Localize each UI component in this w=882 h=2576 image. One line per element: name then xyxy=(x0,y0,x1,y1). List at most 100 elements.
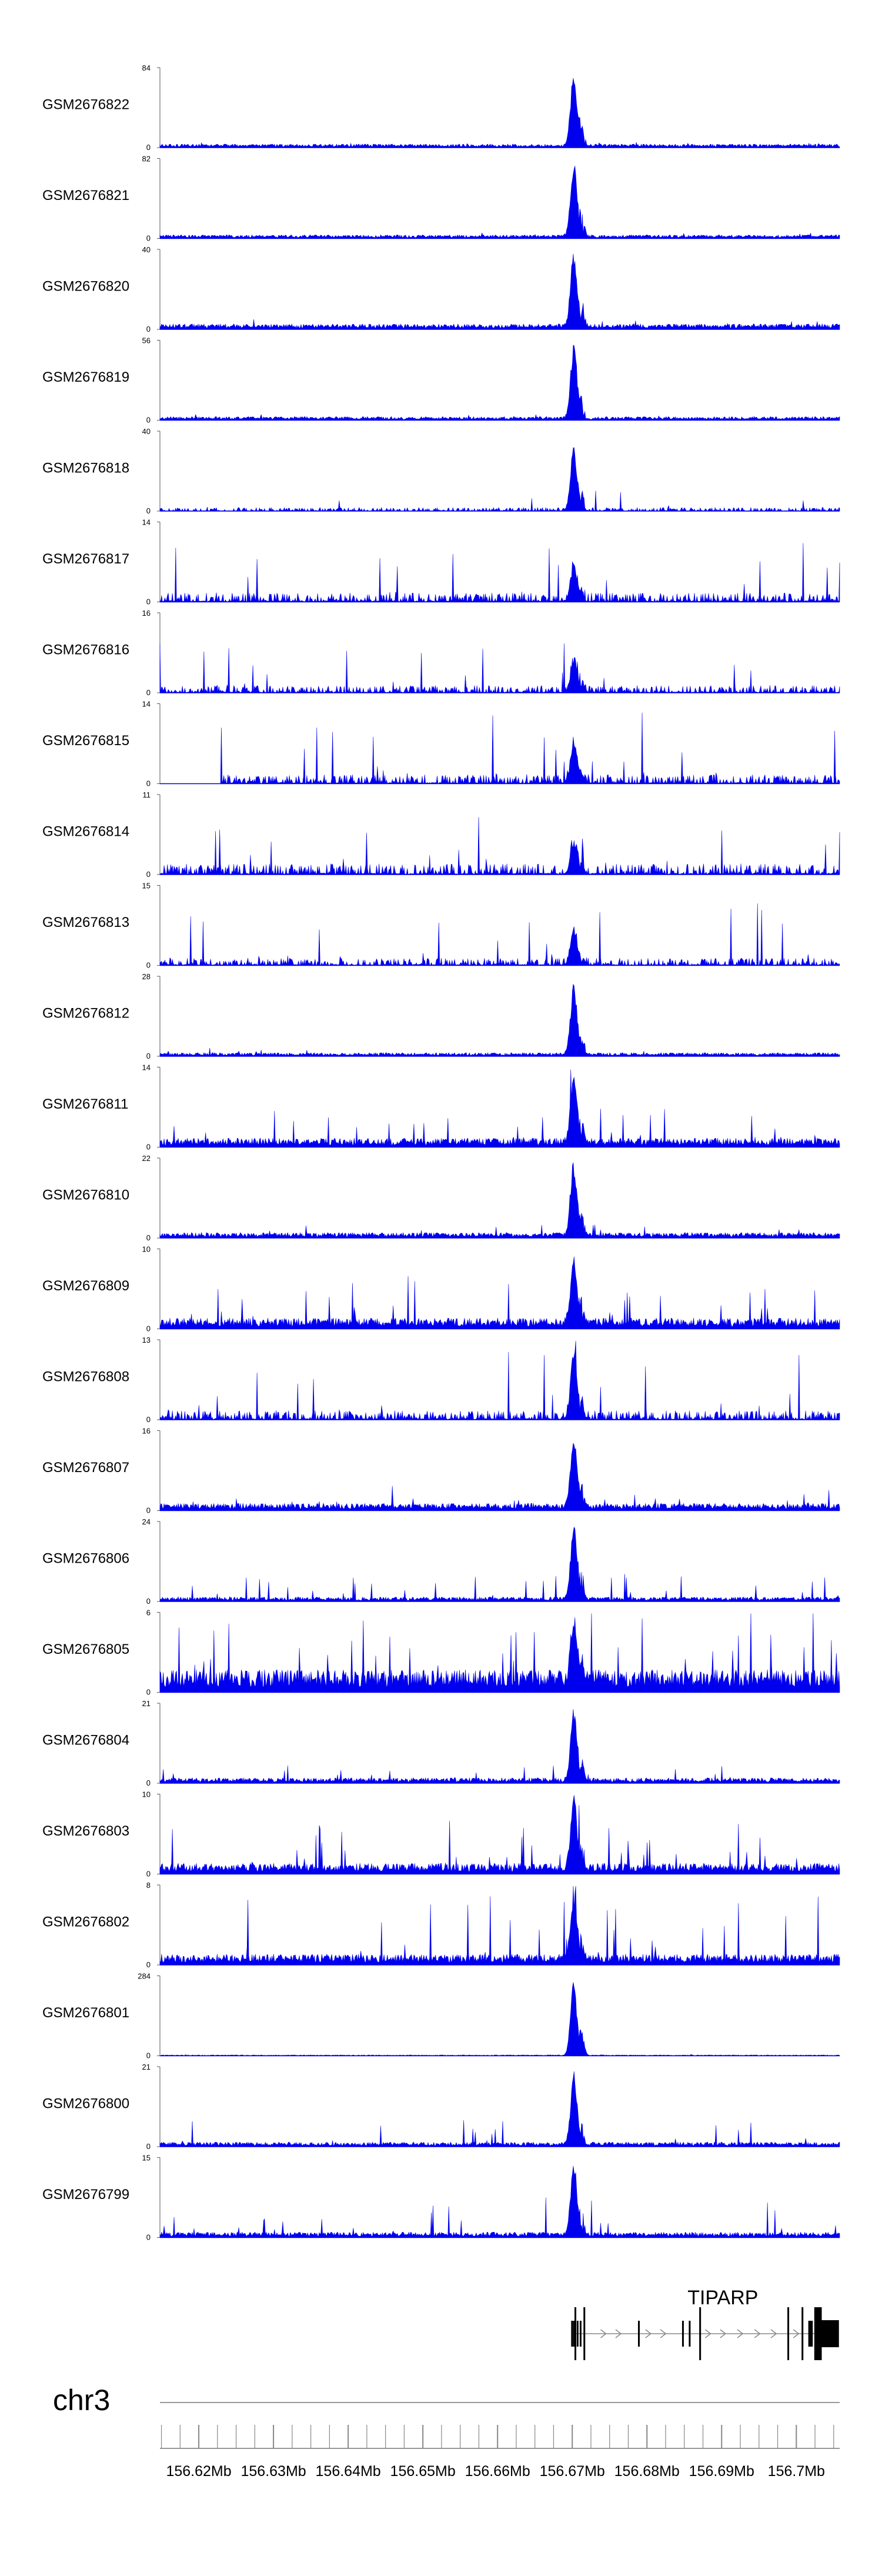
track-label: GSM2676803 xyxy=(42,1823,129,1839)
y-tick-label-min: 0 xyxy=(146,325,151,333)
track-GSM2676808: GSM2676808 13 0 xyxy=(42,1336,840,1424)
y-tick-label-min: 0 xyxy=(146,2142,151,2151)
y-tick-label-min: 0 xyxy=(146,598,151,606)
track-GSM2676813: GSM2676813 15 0 xyxy=(42,882,840,970)
y-tick-label-max: 84 xyxy=(142,64,151,72)
signal-area xyxy=(159,1069,840,1147)
x-tick-label: 156.69Mb xyxy=(689,2463,754,2480)
track-label: GSM2676806 xyxy=(42,1550,129,1566)
signal-area xyxy=(159,712,840,784)
signal-area xyxy=(159,1886,840,1966)
track-label: GSM2676821 xyxy=(42,188,129,203)
y-tick-label-max: 28 xyxy=(142,972,151,981)
track-label: GSM2676800 xyxy=(42,2095,129,2111)
x-tick-label: 156.7Mb xyxy=(768,2463,825,2480)
signal-area xyxy=(159,1795,840,1874)
track-label: GSM2676804 xyxy=(42,1732,129,1748)
track-GSM2676802: GSM2676802 8 0 xyxy=(42,1881,840,1969)
x-tick-label: 156.63Mb xyxy=(240,2463,306,2480)
exon-block xyxy=(574,2307,577,2360)
signal-area xyxy=(159,984,840,1057)
signal-area xyxy=(159,447,840,512)
track-label: GSM2676811 xyxy=(42,1096,128,1112)
track-label: GSM2676810 xyxy=(42,1187,129,1203)
y-tick-label-min: 0 xyxy=(146,1778,151,1787)
track-GSM2676799: GSM2676799 15 0 xyxy=(42,2154,840,2242)
track-label: GSM2676818 xyxy=(42,460,129,476)
track-GSM2676818: GSM2676818 40 0 xyxy=(42,427,840,515)
strand-arrow-icon xyxy=(737,2329,744,2338)
signal-area xyxy=(159,253,840,330)
exon-block xyxy=(681,2321,684,2347)
y-tick-label-min: 0 xyxy=(146,870,151,879)
exon-block xyxy=(571,2321,573,2347)
y-tick-label-min: 0 xyxy=(146,2233,151,2242)
track-GSM2676816: GSM2676816 16 0 xyxy=(42,609,840,697)
exon-block xyxy=(821,2320,839,2347)
y-tick-label-min: 0 xyxy=(146,1052,151,1060)
track-GSM2676809: GSM2676809 10 0 xyxy=(42,1245,840,1333)
exon-block xyxy=(576,2321,579,2347)
y-tick-label-max: 56 xyxy=(142,336,151,345)
signal-area xyxy=(159,903,840,966)
y-tick-label-max: 6 xyxy=(146,1609,151,1617)
strand-arrow-icon xyxy=(754,2329,761,2338)
y-tick-label-max: 21 xyxy=(142,2063,151,2071)
track-GSM2676804: GSM2676804 21 0 xyxy=(42,1699,840,1787)
exon-block xyxy=(579,2321,582,2347)
y-tick-label-max: 15 xyxy=(142,882,151,890)
track-GSM2676822: GSM2676822 84 0 xyxy=(42,64,840,152)
strand-arrow-icon xyxy=(600,2329,607,2338)
y-tick-label-min: 0 xyxy=(146,1688,151,1697)
y-tick-label-min: 0 xyxy=(146,506,151,515)
exon-block xyxy=(801,2307,804,2360)
exon-block xyxy=(638,2321,640,2347)
chromosome-label: chr3 xyxy=(53,2384,110,2417)
y-tick-label-min: 0 xyxy=(146,1143,151,1152)
signal-area xyxy=(159,2165,840,2238)
track-label: GSM2676822 xyxy=(42,96,129,112)
genome-axis: chr3 156.62Mb 156.63Mb 156.64Mb 156.65Mb 156… xyxy=(53,2384,840,2480)
y-tick-label-min: 0 xyxy=(146,1506,151,1515)
signal-area xyxy=(159,1340,840,1420)
x-tick-label: 156.64Mb xyxy=(316,2463,381,2480)
y-tick-label-max: 16 xyxy=(142,1427,151,1436)
y-tick-label-min: 0 xyxy=(146,1324,151,1333)
y-tick-label-min: 0 xyxy=(146,1415,151,1424)
y-tick-label-max: 11 xyxy=(143,790,151,799)
y-tick-label-min: 0 xyxy=(146,688,151,697)
y-tick-label-min: 0 xyxy=(146,1870,151,1878)
signal-area xyxy=(159,817,840,875)
y-tick-label-max: 10 xyxy=(142,1790,151,1799)
track-GSM2676815: GSM2676815 14 0 xyxy=(42,700,840,788)
track-GSM2676820: GSM2676820 40 0 xyxy=(42,245,840,333)
track-GSM2676817: GSM2676817 14 0 xyxy=(42,518,840,606)
y-tick-label-max: 8 xyxy=(146,1881,151,1890)
strand-arrow-icon xyxy=(645,2329,652,2338)
track-GSM2676821: GSM2676821 82 0 xyxy=(42,155,840,243)
signal-area xyxy=(159,643,840,693)
y-tick-label-max: 13 xyxy=(142,1336,151,1344)
track-GSM2676806: GSM2676806 24 0 xyxy=(42,1517,840,1606)
x-tick-label: 156.67Mb xyxy=(540,2463,605,2480)
y-tick-label-min: 0 xyxy=(146,1960,151,1969)
signal-area xyxy=(159,1613,840,1693)
x-tick-label: 156.68Mb xyxy=(614,2463,680,2480)
gene-label: TIPARP xyxy=(687,2287,758,2309)
y-tick-label-min: 0 xyxy=(146,2051,151,2060)
signal-area xyxy=(159,1443,840,1511)
strand-arrow-icon xyxy=(660,2329,667,2338)
track-GSM2676812: GSM2676812 28 0 xyxy=(42,972,840,1060)
y-tick-label-max: 40 xyxy=(142,427,151,436)
signal-area xyxy=(159,1709,840,1784)
track-label: GSM2676807 xyxy=(42,1460,129,1476)
track-GSM2676803: GSM2676803 10 0 xyxy=(42,1790,840,1878)
track-GSM2676807: GSM2676807 16 0 xyxy=(42,1427,840,1515)
strand-arrow-icon xyxy=(704,2329,711,2338)
track-label: GSM2676819 xyxy=(42,369,129,385)
signal-area xyxy=(159,543,840,602)
exon-block xyxy=(689,2321,691,2347)
y-tick-label-min: 0 xyxy=(146,234,151,243)
signal-area xyxy=(159,1256,840,1329)
strand-arrow-icon xyxy=(720,2329,727,2338)
